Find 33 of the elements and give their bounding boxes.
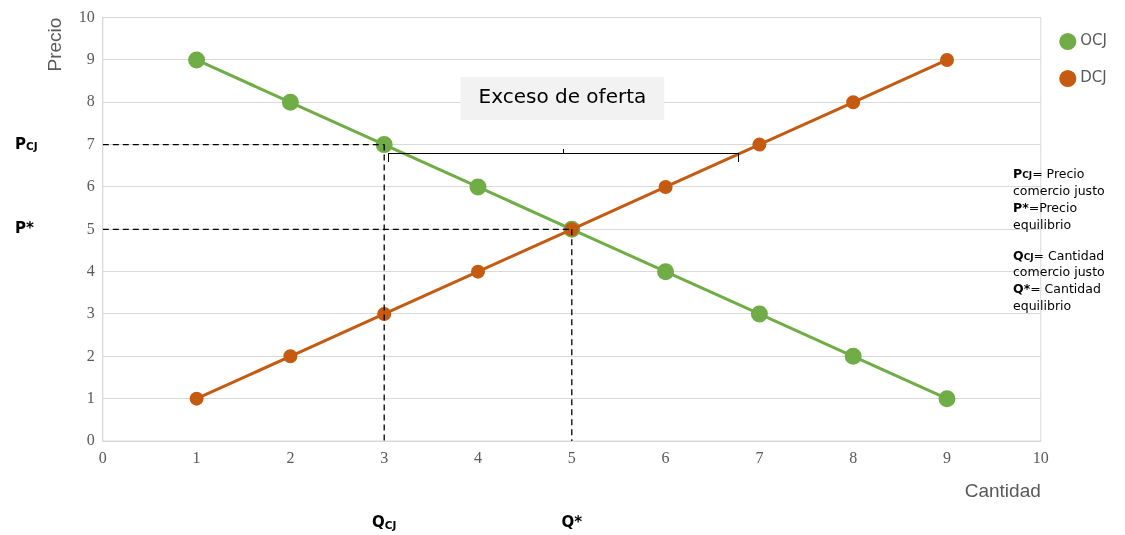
- y-tick-label: 8: [86, 92, 95, 110]
- y-tick-label: 7: [86, 134, 95, 152]
- text: Q*: [561, 512, 583, 531]
- legend-label: DCJ: [1080, 68, 1107, 87]
- x-tick-label: 2: [286, 448, 295, 466]
- x-axis-title: Cantidad: [964, 479, 1041, 501]
- y-axis-title: Precio: [43, 17, 65, 72]
- x-tick-label: 10: [1032, 448, 1049, 466]
- y-tick-label: 4: [86, 261, 95, 279]
- y-tick-label: 0: [86, 431, 95, 449]
- y-tick-label: 1: [86, 388, 95, 406]
- x-tick-label: 1: [192, 448, 201, 466]
- x-tick-label: 0: [98, 448, 107, 466]
- annotation: Q*= Cantidad equilibrio: [1013, 281, 1102, 315]
- x-tick-label: 3: [380, 448, 389, 466]
- x-tick-label: 4: [474, 448, 482, 466]
- x-tick-label: 9: [943, 448, 951, 466]
- y-tick-label: 6: [86, 177, 95, 195]
- x-tick-label: 5: [567, 448, 576, 466]
- annotation: Exceso de oferta: [478, 84, 647, 109]
- legend-label: OCJ: [1080, 31, 1108, 50]
- x-tick-label: 8: [849, 448, 858, 466]
- y-tick-label: 2: [86, 346, 95, 364]
- text: QCJ: [372, 512, 397, 531]
- y-tick-label: 9: [86, 50, 95, 68]
- text: PCJ: [15, 134, 38, 153]
- x-tick-label: 6: [661, 448, 670, 466]
- text: P*: [15, 219, 34, 238]
- x-tick-label: 7: [755, 448, 764, 466]
- y-tick-label: 10: [78, 7, 95, 25]
- y-tick-label: 5: [86, 219, 95, 237]
- annotation: P*=Precio equilibrio: [1013, 199, 1079, 234]
- y-tick-label: 3: [86, 304, 95, 322]
